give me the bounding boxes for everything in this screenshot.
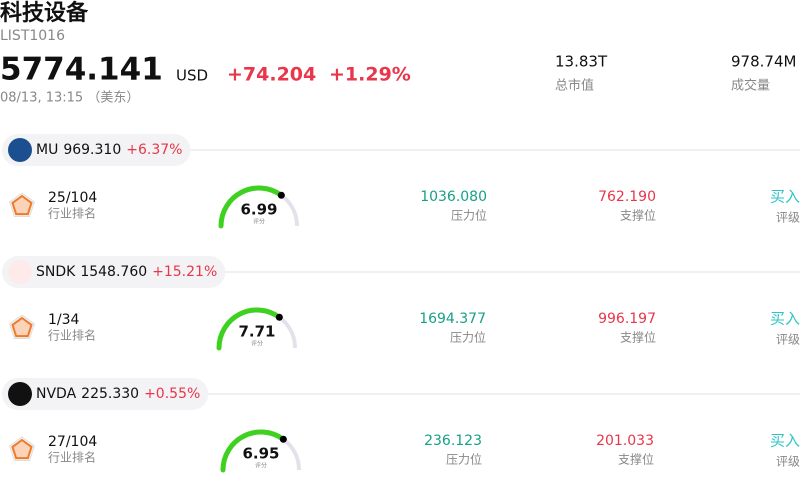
gauge-dot [275,313,283,321]
ticker: MU [36,142,58,158]
stat-label: 总市值 [555,78,594,94]
support: 201.033 [596,433,654,449]
rank-label: 行业排名 [48,328,96,343]
resistance-label: 压力位 [446,452,482,467]
stock-price: 969.310 [63,142,121,158]
gauge-dot [279,435,287,443]
score: 7.71 [238,323,275,341]
stat-value: 978.74M [731,53,796,71]
resistance: 1694.377 [419,311,486,327]
code: LIST1016 [0,28,65,44]
radar-shape [11,194,33,216]
logo [8,260,32,284]
stat-value: 13.83T [555,53,608,71]
logo [8,138,32,162]
title: 科技设备 [0,0,89,26]
rank: 27/104 [48,434,97,450]
rating-label: 评级 [776,333,800,347]
stock-price: 225.330 [81,386,139,402]
price: 5774.141 [0,52,163,88]
change-pct: +1.29% [329,64,411,86]
rank-label: 行业排名 [48,206,96,221]
rating: 买入 [770,432,800,450]
currency: USD [176,67,208,85]
score-label: 评分 [251,340,263,348]
rank: 1/34 [48,312,80,328]
stat-label: 成交量 [731,78,770,94]
time: 08/13, 13:15 （美东） [0,91,139,106]
score: 6.99 [240,201,277,219]
gauge-fill [220,429,286,473]
stock-price: 1548.760 [80,264,147,280]
ticker: NVDA [36,386,77,402]
score: 6.95 [242,445,279,463]
logo [8,382,32,406]
rank-label: 行业排名 [48,450,96,465]
gauge-fill [216,307,282,351]
resistance: 236.123 [424,433,482,449]
stock-change: +15.21% [152,264,217,280]
score-label: 评分 [253,218,265,226]
rank: 25/104 [48,190,97,206]
resistance: 1036.080 [420,189,487,205]
change: +74.204 [227,64,316,86]
stock-change: +6.37% [126,142,182,158]
rating-label: 评级 [776,211,800,225]
support-label: 支撑位 [620,208,656,223]
rating-label: 评级 [776,455,800,469]
radar-shape [11,438,33,460]
stock-change: +0.55% [144,386,200,402]
support-label: 支撑位 [618,452,654,467]
support-label: 支撑位 [620,330,656,345]
resistance-label: 压力位 [450,330,486,345]
support: 762.190 [598,189,656,205]
radar-shape [11,316,33,338]
rating: 买入 [770,188,800,206]
gauge-dot [277,191,285,199]
rating: 买入 [770,310,800,328]
ticker: SNDK [36,264,76,280]
support: 996.197 [598,311,656,327]
pill [2,256,226,288]
resistance-label: 压力位 [451,208,487,223]
gauge-fill [218,185,284,229]
pill [2,134,191,166]
pill [2,378,209,410]
score-label: 评分 [255,462,267,470]
